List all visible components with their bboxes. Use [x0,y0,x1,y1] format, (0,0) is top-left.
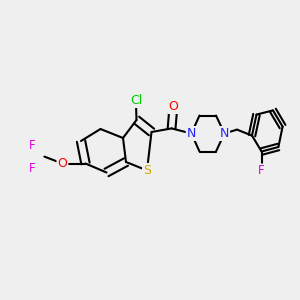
Text: F: F [29,139,36,152]
Text: N: N [187,127,196,140]
Text: F: F [29,161,36,175]
Text: N: N [220,127,229,140]
Text: F: F [258,164,265,178]
Text: O: O [169,100,178,113]
Text: Cl: Cl [130,94,142,107]
Text: S: S [143,164,151,177]
Text: O: O [58,157,67,170]
